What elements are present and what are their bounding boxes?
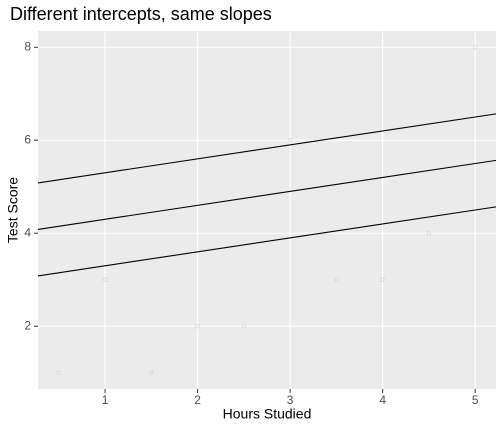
point	[287, 137, 293, 143]
point	[334, 277, 339, 283]
point	[149, 370, 154, 376]
y-axis-label: Test Score	[5, 177, 21, 243]
point	[56, 370, 62, 376]
point	[426, 230, 432, 236]
x-tick-label: 5	[472, 393, 479, 407]
fit-line	[37, 159, 497, 230]
y-tick-label: 8	[24, 39, 31, 53]
point	[380, 277, 385, 283]
fit-line	[37, 206, 497, 277]
y-tick-label: 2	[24, 318, 31, 332]
y-tick-label: 4	[24, 225, 31, 239]
fit-line	[37, 113, 497, 184]
point	[195, 323, 200, 329]
chart-title: Different intercepts, same slopes	[10, 4, 272, 24]
panel	[38, 31, 496, 389]
point	[472, 44, 478, 50]
x-tick-label: 1	[102, 393, 109, 407]
point	[102, 277, 108, 283]
x-axis-label: Hours Studied	[223, 406, 312, 422]
x-tick-label: 4	[379, 393, 386, 407]
x-tick-label: 3	[287, 393, 294, 407]
y-tick-label: 6	[24, 132, 31, 146]
x-tick-label: 2	[194, 393, 201, 407]
point	[241, 323, 247, 329]
